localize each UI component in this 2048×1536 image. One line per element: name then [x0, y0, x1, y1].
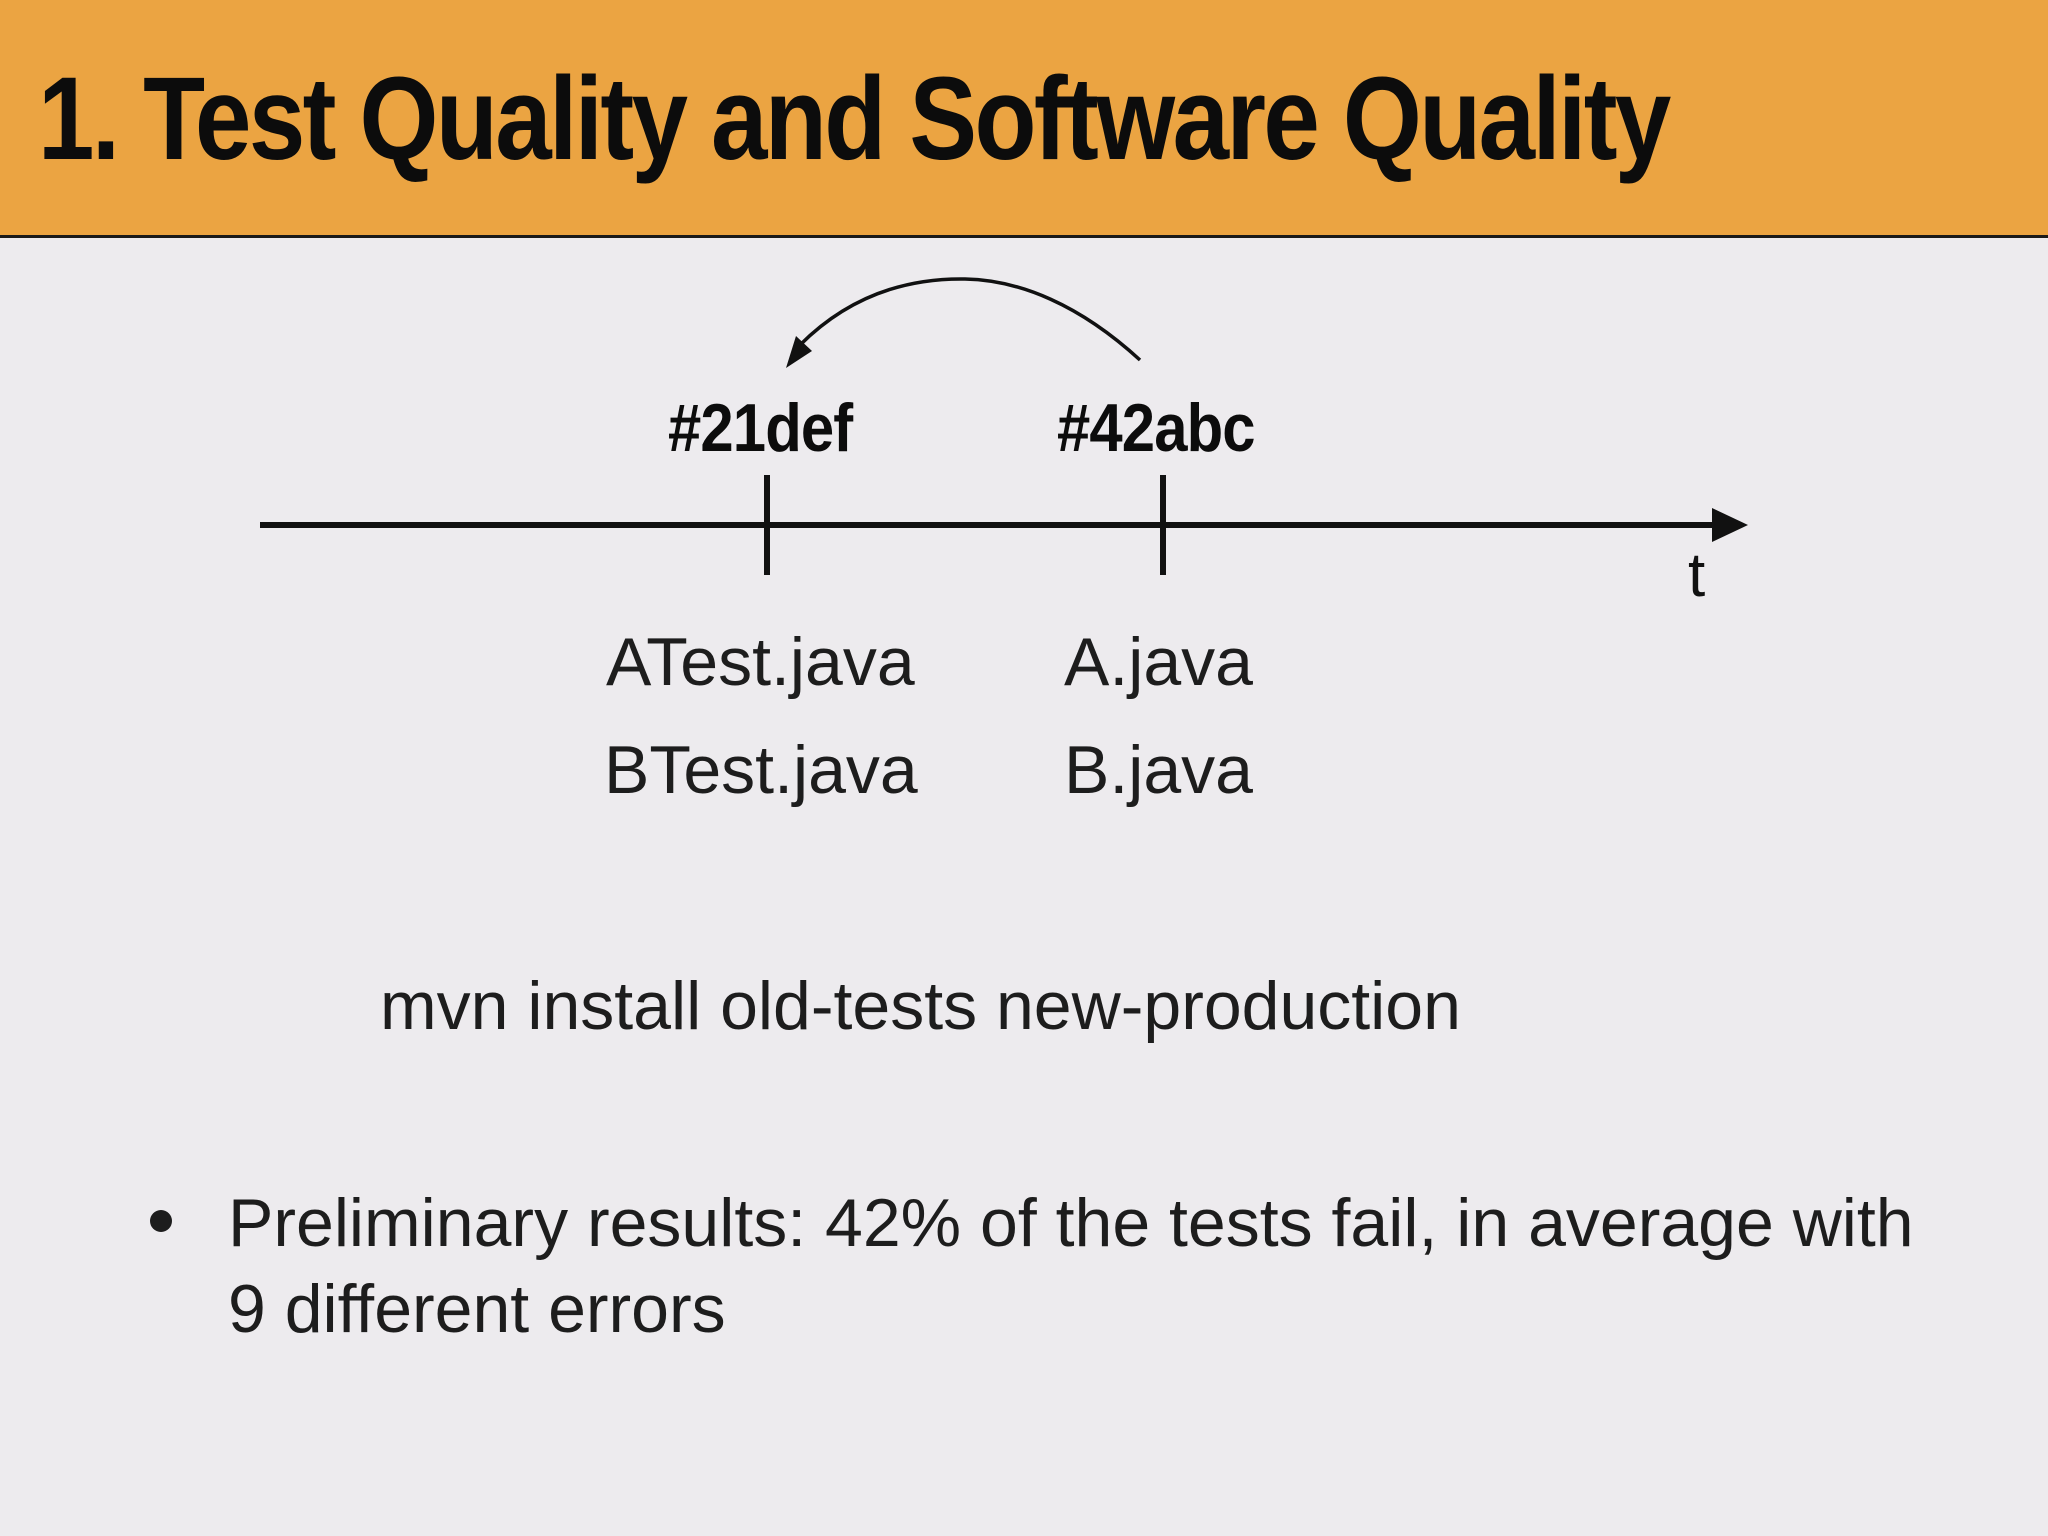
commit-curved-arrow: [798, 277, 1142, 362]
commit-label-21def: #21def: [668, 390, 853, 466]
time-axis-label: t: [1688, 541, 1706, 610]
commit-curved-arrowhead: [786, 336, 812, 368]
file-a-java: A.java: [1064, 624, 1253, 700]
bullet-dot-icon: [150, 1210, 172, 1232]
slide-header: 1. Test Quality and Software Quality: [0, 0, 2048, 238]
timeline-axis-arrowhead: [1712, 508, 1748, 542]
bullet-text: Preliminary results: 42% of the tests fa…: [228, 1185, 1914, 1347]
file-btest-java: BTest.java: [604, 732, 918, 808]
slide-title: 1. Test Quality and Software Quality: [38, 53, 1671, 185]
maven-command: mvn install old-tests new-production: [380, 968, 1461, 1044]
file-b-java: B.java: [1064, 732, 1253, 808]
file-atest-java: ATest.java: [606, 624, 915, 700]
commit-label-42abc: #42abc: [1057, 390, 1256, 466]
